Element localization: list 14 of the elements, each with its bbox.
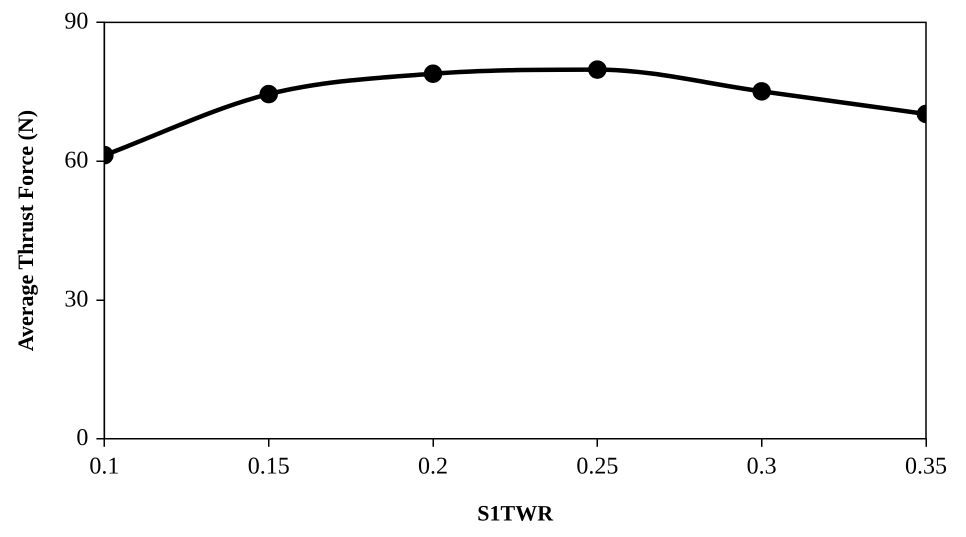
y-tick-label: 0	[76, 425, 88, 452]
y-tick-label: 30	[64, 286, 88, 312]
x-tick-label: 0.25	[576, 453, 618, 480]
x-tick-label: 0.35	[905, 453, 947, 480]
x-axis-title: S1TWR	[477, 500, 554, 526]
x-tick-label: 0.1	[89, 453, 120, 480]
point	[588, 60, 607, 79]
x-tick-label: 0.15	[248, 453, 290, 480]
point	[424, 64, 442, 84]
y-tick-label: 90	[64, 8, 88, 35]
y-tick-label: 60	[64, 147, 88, 174]
x-tick-label: 0.2	[418, 453, 448, 480]
y-axis-title: Average Thrust Force (N)	[12, 110, 38, 352]
x-tick-label: 0.3	[746, 453, 777, 480]
